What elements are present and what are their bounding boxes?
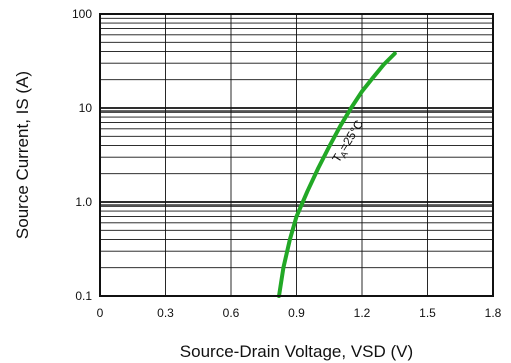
y-axis-label: Source Current, IS (A) (13, 71, 32, 239)
y-tick-label: 10 (79, 101, 93, 115)
series-curve (277, 51, 397, 298)
grid (100, 14, 493, 297)
x-tick-label: 0.6 (223, 306, 240, 320)
y-tick-label: 100 (72, 7, 92, 21)
y-tick-label: 0.1 (75, 289, 92, 303)
x-tick-label: 0 (97, 306, 104, 320)
y-tick-labels: 0.1 1.0 10 100 (72, 7, 92, 303)
x-tick-label: 1.2 (354, 306, 371, 320)
plot-frame (99, 13, 494, 297)
x-tick-label: 0.3 (157, 306, 174, 320)
x-tick-label: 0.9 (288, 306, 305, 320)
x-tick-label: 1.8 (485, 306, 502, 320)
annotation-subscript: A (338, 149, 350, 159)
x-tick-label: 1.5 (419, 306, 436, 320)
series-line (277, 51, 397, 298)
y-tick-label: 1.0 (75, 195, 92, 209)
x-axis-label: Source-Drain Voltage, VSD (V) (180, 342, 413, 361)
x-tick-labels: 0 0.3 0.6 0.9 1.2 1.5 1.8 (97, 306, 502, 320)
